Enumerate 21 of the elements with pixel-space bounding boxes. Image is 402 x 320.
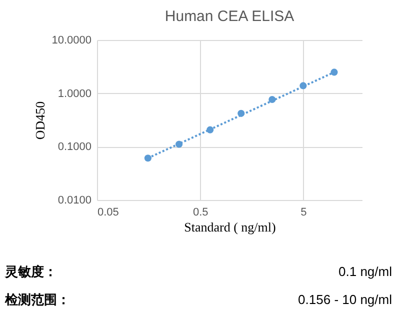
point bbox=[300, 82, 307, 90]
point bbox=[268, 96, 276, 104]
text: 检测范围： bbox=[4, 292, 70, 307]
text: 灵敏度： bbox=[4, 264, 57, 279]
x-tick-label: 0.5 bbox=[192, 206, 208, 218]
point bbox=[330, 68, 338, 76]
x-tick-label: 0.05 bbox=[98, 206, 119, 218]
x-axis-title: Standard ( ng/ml) bbox=[184, 220, 276, 234]
y-tick-label: 0.0100 bbox=[58, 194, 92, 206]
point bbox=[206, 126, 214, 134]
text: 0.1 ng/ml bbox=[338, 264, 392, 279]
y-tick-label: 1.0000 bbox=[58, 88, 92, 100]
text: 0.156 - 10 ng/ml bbox=[298, 292, 392, 307]
y-axis-title: OD450 bbox=[32, 101, 48, 140]
y-tick-label: 0.1000 bbox=[58, 141, 92, 154]
point bbox=[176, 140, 183, 148]
y-tick-label: 10.0000 bbox=[52, 34, 92, 46]
x-tick-label: 5 bbox=[300, 206, 307, 218]
point bbox=[144, 154, 152, 162]
point bbox=[238, 110, 245, 117]
chart-title: Human CEA ELISA bbox=[164, 8, 294, 25]
